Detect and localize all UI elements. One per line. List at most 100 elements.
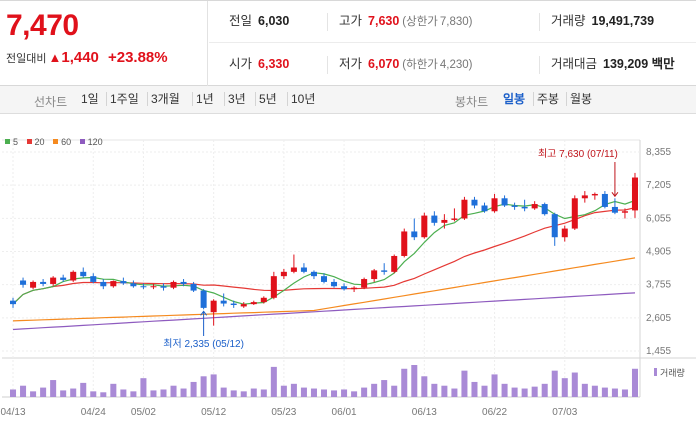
volume-bar [471,381,478,397]
low-value: 6,070 [368,57,400,71]
current-price: 7,470 [6,9,79,42]
volume-bar [341,389,348,397]
volume-bar [511,387,518,397]
candle-body [621,211,628,213]
candle-body [421,215,428,238]
volume-bar [611,388,618,397]
volume-bar [200,376,207,397]
period-3y-button[interactable]: 3년 [224,92,249,106]
candle-body [10,300,17,305]
candle-body [150,286,157,288]
candle-daily-button[interactable]: 일봉 [503,92,526,106]
candle-body [140,286,147,288]
candle-body [90,276,97,282]
ma120-line [12,292,636,331]
y-tick-label: 3,755 [646,280,671,291]
volume-bar [561,378,568,397]
candle-body [461,199,468,219]
ma60-line [12,257,636,322]
volume-bar [270,366,277,397]
candle-body [270,276,277,298]
candle-body [611,206,618,213]
candle-body [240,304,247,307]
prev-close-label: 전일 [229,14,253,28]
volume-bar [401,368,408,397]
x-tick-label: 06/13 [412,407,437,418]
period-5y-button[interactable]: 5년 [255,92,280,106]
legend-ma120: 120 [79,137,103,147]
candle-body [130,283,137,287]
high-cell: 고가 7,630 (상한가 7,830) [339,1,472,43]
volume-bar [451,388,458,397]
volume-bar [280,385,287,397]
candle-body [341,286,348,290]
legend-ma5: 5 [5,137,18,147]
candle-body [160,286,167,288]
volume-bar [60,390,67,397]
stats-row-2: 시가 6,330 저가 6,070 (하한가 4,230) 거래대금 139,209 백만 [209,44,696,86]
period-10y-button[interactable]: 10년 [287,92,318,106]
candle-chart-label: 봉차트 [455,95,489,109]
candle-body [220,300,227,304]
volume-bar [290,383,297,397]
candle-body [110,281,117,287]
amount-cell: 거래대금 139,209 백만 [551,44,675,86]
candle-body [30,281,37,288]
volume-bar [310,388,317,397]
volume-bar [391,385,398,397]
volume-bar [421,376,428,397]
x-tick-label: 04/24 [81,407,106,418]
candle-body [351,287,358,290]
volume-bar [381,380,388,397]
stats-row-1: 전일 6,030 고가 7,630 (상한가 7,830) 거래량 19,491,739 [209,1,696,43]
volume-bar [591,385,598,397]
candle-body [591,193,598,196]
period-1w-button[interactable]: 1주일 [106,92,142,106]
period-1d-button[interactable]: 1일 [81,92,99,106]
legend-ma60: 60 [53,137,71,147]
candle-body [200,290,207,308]
low-label: 저가 [339,57,363,71]
candle-body [70,271,77,281]
x-tick-label: 07/03 [552,407,577,418]
y-tick-label: 4,905 [646,247,671,258]
candle-body [571,198,578,229]
volume-bar [90,391,97,397]
candle-body [371,270,378,280]
quote-panel: 7,470 전일대비 ▲1,440 +23.88% 전일 6,030 고가 7,630… [0,0,696,86]
low-note: 최저 2,335 (05/12) [163,338,244,350]
candle-body [521,206,528,209]
y-tick-label: 2,605 [646,313,671,324]
candle-body [250,302,257,305]
candle-body [491,198,498,212]
candle-body [180,281,187,284]
volume-bar [361,387,368,397]
period-3m-button[interactable]: 3개월 [147,92,183,106]
x-tick-label: 04/13 [1,407,26,418]
candle-body [581,195,588,199]
amount-value: 139,209 백만 [603,57,675,71]
candle-body [541,204,548,215]
candle-body [601,193,608,207]
up-arrow-icon: ▲ [48,50,62,65]
high-value: 7,630 [368,14,400,28]
volume-bar [50,380,57,397]
volume-bar [581,383,588,397]
volume-bar [170,385,177,397]
period-1y-button[interactable]: 1년 [192,92,217,106]
volume-bar [250,388,257,397]
volume-bar [260,389,267,397]
candle-body [551,214,558,238]
volume-bar [180,388,187,397]
x-tick-label: 05/12 [201,407,226,418]
volume-bar [541,383,548,397]
y-tick-label: 8,355 [646,147,671,158]
change-label: 전일대비 [6,53,47,65]
candle-weekly-button[interactable]: 주봉 [533,92,562,106]
candle-monthly-button[interactable]: 월봉 [566,92,595,106]
volume-cell: 거래량 19,491,739 [551,1,654,43]
lower-limit-label: (하한가 [402,59,438,71]
volume-bar [571,372,578,397]
volume-bar [631,368,638,397]
candle-body [331,281,338,287]
